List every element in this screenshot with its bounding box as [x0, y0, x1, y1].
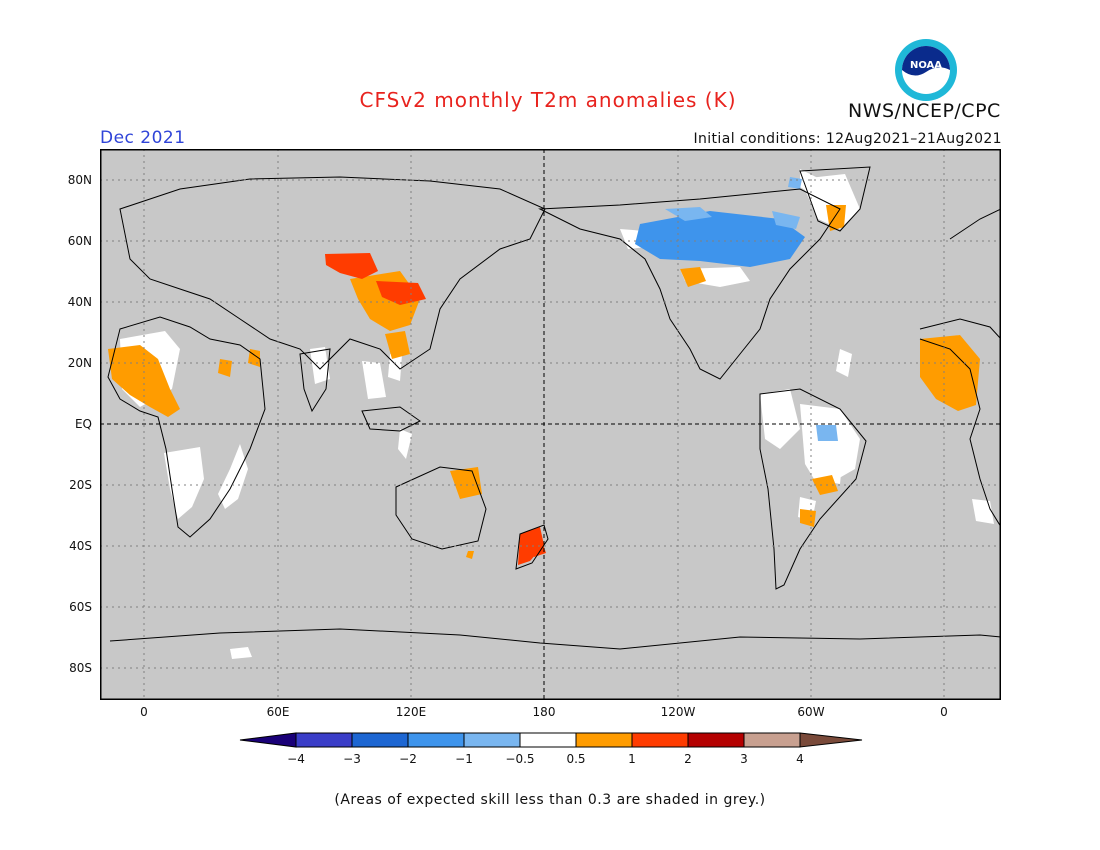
- lat-lon-grid: [100, 149, 1001, 700]
- lat-label-eq: EQ: [74, 417, 92, 431]
- initial-conditions: Initial conditions: 12Aug2021–21Aug2021: [693, 131, 1002, 147]
- noaa-logo-icon: NOAA: [894, 38, 958, 102]
- lat-label-80s: 80S: [69, 661, 92, 675]
- colorbar-label: −4: [287, 752, 305, 766]
- colorbar-label: 0.5: [566, 752, 586, 766]
- colorbar-swatch: [743, 732, 801, 748]
- organization-label: NWS/NCEP/CPC: [848, 100, 1001, 122]
- hot-anomaly-regions: [325, 253, 546, 565]
- lat-label-20n: 20N: [67, 356, 92, 370]
- colorbar-swatch: [351, 732, 409, 748]
- map-title: CFSv2 monthly T2m anomalies (K): [359, 88, 737, 112]
- footer-note: (Areas of expected skill less than 0.3 a…: [334, 792, 766, 808]
- colorbar-swatch: [295, 732, 353, 748]
- lon-label-180: 180: [532, 705, 556, 719]
- lon-label-120e: 120E: [395, 705, 427, 719]
- map-frame: [99, 148, 1002, 701]
- lat-label-20s: 20S: [69, 478, 92, 492]
- colorbar-swatch: [463, 732, 521, 748]
- colorbar-label: −1: [455, 752, 473, 766]
- colorbar-label: −2: [399, 752, 417, 766]
- lon-label-120w: 120W: [660, 705, 696, 719]
- colorbar-label: −0.5: [505, 752, 535, 766]
- lat-label-60s: 60S: [69, 600, 92, 614]
- lon-label-60e: 60E: [266, 705, 290, 719]
- lon-label-0: 0: [140, 705, 148, 719]
- lon-label-60w: 60W: [797, 705, 825, 719]
- lat-label-40s: 40S: [69, 539, 92, 553]
- colorbar-label: 4: [796, 752, 804, 766]
- colorbar-arrow-left: [239, 732, 297, 748]
- lon-label-0-right: 0: [940, 705, 948, 719]
- colorbar-swatch: [631, 732, 689, 748]
- colorbar-arrow-right: [799, 732, 863, 748]
- colorbar-swatch: [575, 732, 633, 748]
- world-anomaly-map: [99, 148, 1002, 701]
- forecast-month: Dec 2021: [100, 128, 186, 148]
- colorbar-swatch: [687, 732, 745, 748]
- colorbar-label: −3: [343, 752, 361, 766]
- coastlines: [107, 166, 1002, 650]
- lat-label-60n: 60N: [67, 234, 92, 248]
- colorbar-label: 1: [628, 752, 636, 766]
- color-legend: [236, 730, 866, 770]
- logo-text: NOAA: [910, 60, 942, 71]
- lat-label-80n: 80N: [67, 173, 92, 187]
- lat-label-40n: 40N: [67, 295, 92, 309]
- colorbar-label: 3: [740, 752, 748, 766]
- colorbar-swatch: [407, 732, 465, 748]
- colorbar-label: 2: [684, 752, 692, 766]
- colorbar-swatch: [519, 732, 577, 748]
